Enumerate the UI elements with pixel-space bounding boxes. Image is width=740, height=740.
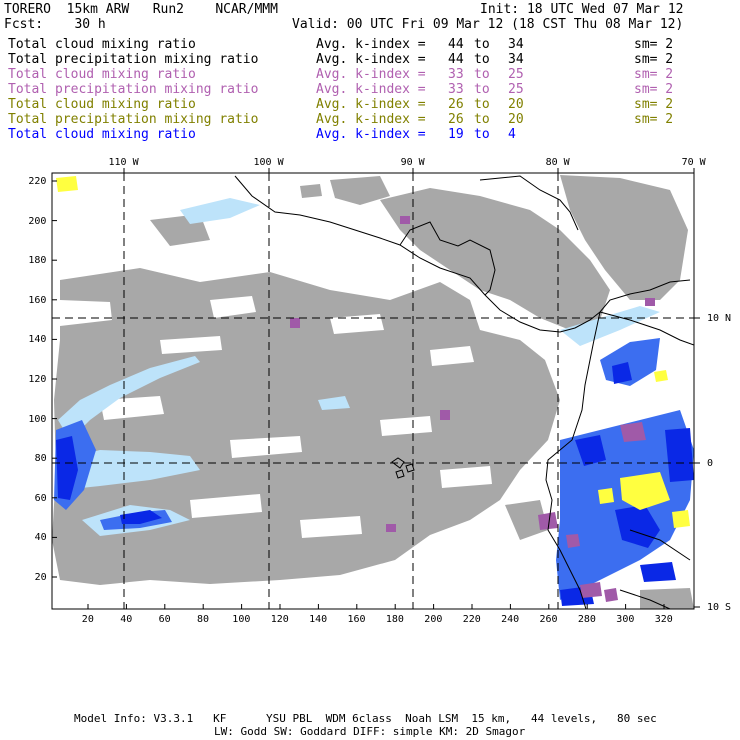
y-index-label: 100 [28,413,47,425]
yellow-areas [56,176,690,528]
physics-info: LW: Godd SW: Goddard DIFF: simple KM: 2D… [214,725,526,738]
lat-lon-grid [52,173,694,609]
legend-index-from: 44 [448,37,464,52]
legend-index-label: Avg. k-index = [316,97,426,112]
y-index-label: 40 [34,532,47,544]
legend-index-to: 25 [508,67,524,82]
legend-index-to-word: to [474,52,490,67]
x-index-label: 100 [232,614,251,625]
legend-index-from: 26 [448,97,464,112]
plot-frame [51,172,695,610]
x-index-label: 240 [501,614,520,625]
legend-smoothing: sm= 2 [634,52,674,67]
legend-index-to-word: to [474,82,490,97]
init-time: Init: 18 UTC Wed 07 Mar 12 [480,2,684,17]
lat-label: 0 [707,458,714,469]
y-index-label: 80 [34,453,47,465]
lon-label: 100 W [253,157,284,168]
legend-index-label: Avg. k-index = [316,127,426,142]
legend-field-name: Total cloud mixing ratio [8,67,196,82]
y-index-label: 200 [28,215,47,227]
y-index-label: 120 [28,374,47,385]
legend-index-label: Avg. k-index = [316,112,426,127]
x-index-label: 300 [616,614,635,625]
x-index-label: 220 [462,614,481,625]
purple-areas [290,216,655,602]
x-index-label: 60 [158,614,171,625]
header-title: TORERO 15km ARW Run2 NCAR/MMM [4,2,278,17]
y-index-label: 140 [28,334,47,346]
lon-label: 110 W [108,157,139,168]
legend-smoothing: sm= 2 [634,67,674,82]
legend-smoothing: sm= 2 [634,112,674,127]
legend-index-to: 34 [508,52,524,67]
legend-index-from: 44 [448,52,464,67]
legend-index-label: Avg. k-index = [316,52,426,67]
lon-label: 80 W [545,157,570,168]
lon-label: 70 W [681,157,706,168]
legend-index-label: Avg. k-index = [316,37,426,52]
legend-index-from: 26 [448,112,464,127]
legend-index-from: 19 [448,127,464,142]
legend-field-name: Total cloud mixing ratio [8,37,196,52]
forecast-hour: Fcst: 30 h [4,17,106,32]
legend-index-from: 33 [448,82,464,97]
x-index-label: 140 [309,614,328,625]
legend-index-to-word: to [474,127,490,142]
legend-smoothing: sm= 2 [634,82,674,97]
legend-field-name: Total precipitation mixing ratio [8,52,259,67]
legend-index-to-word: to [474,97,490,112]
legend-index-label: Avg. k-index = [316,82,426,97]
y-index-label: 60 [34,492,47,504]
legend-smoothing: sm= 2 [634,97,674,112]
legend-index-to-word: to [474,37,490,52]
x-index-label: 260 [539,614,558,625]
lon-label: 90 W [400,157,425,168]
x-index-label: 120 [270,614,289,625]
coastlines [234,175,694,609]
clear-gaps [60,296,492,538]
legend-index-to-word: to [474,112,490,127]
x-index-label: 40 [120,614,133,625]
lat-label: 10 N [707,313,732,324]
legend-index-label: Avg. k-index = [316,67,426,82]
x-index-label: 80 [197,614,210,625]
legend-index-to-word: to [474,67,490,82]
x-index-label: 280 [577,614,596,625]
x-index-label: 180 [385,614,404,625]
y-index-label: 220 [28,176,47,187]
dark-blue-areas [56,362,694,606]
lat-label: 10 S [707,602,732,613]
legend-field-name: Total precipitation mixing ratio [8,82,259,97]
model-info: Model Info: V3.3.1 KF YSU PBL WDM 6class… [74,712,657,725]
legend-field-name: Total cloud mixing ratio [8,97,196,112]
legend-index-to: 34 [508,37,524,52]
legend-index-to: 20 [508,112,524,127]
y-index-label: 20 [34,572,47,583]
legend-field-name: Total precipitation mixing ratio [8,112,259,127]
legend-index-to: 20 [508,97,524,112]
legend-index-from: 33 [448,67,464,82]
legend-index-to: 25 [508,82,524,97]
x-index-label: 320 [654,614,673,625]
x-index-label: 20 [81,614,94,625]
x-index-label: 200 [424,614,443,625]
legend-smoothing: sm= 2 [634,37,674,52]
legend-index-to: 4 [508,127,516,142]
legend-field-name: Total cloud mixing ratio [8,127,196,142]
x-index-label: 160 [347,614,366,625]
y-index-label: 160 [28,294,47,306]
y-index-label: 180 [28,255,47,267]
valid-time: Valid: 00 UTC Fri 09 Mar 12 (18 CST Thu … [292,17,684,32]
